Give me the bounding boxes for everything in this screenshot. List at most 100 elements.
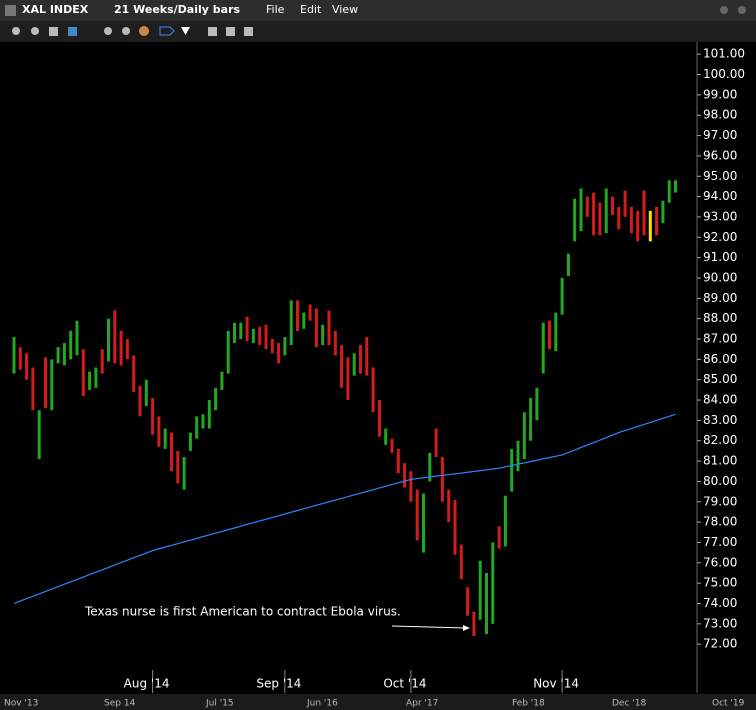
symbol[interactable]: XAL INDEX bbox=[22, 3, 89, 16]
price-bar bbox=[655, 206, 659, 236]
tool[interactable] bbox=[139, 26, 149, 36]
price-bar bbox=[340, 345, 344, 388]
menu-view[interactable]: View bbox=[332, 3, 358, 16]
price-bar bbox=[69, 330, 73, 360]
price-bar bbox=[560, 277, 564, 315]
price-bar bbox=[522, 412, 526, 460]
y-tick-label: 101.00 bbox=[703, 47, 745, 61]
price-bar bbox=[94, 367, 98, 388]
tool[interactable] bbox=[104, 27, 112, 35]
price-bar bbox=[44, 357, 47, 409]
price-bar bbox=[132, 355, 136, 392]
y-tick-label: 87.00 bbox=[703, 332, 737, 346]
y-tick-label: 72.00 bbox=[703, 637, 737, 651]
moving-average bbox=[13, 413, 676, 605]
price-bar bbox=[163, 428, 167, 449]
price-bar bbox=[289, 300, 293, 346]
price-bar bbox=[459, 544, 463, 580]
price-bar bbox=[182, 457, 186, 490]
tool[interactable] bbox=[181, 27, 190, 35]
price-bar bbox=[245, 316, 249, 342]
arrow-head bbox=[463, 625, 470, 631]
tool[interactable] bbox=[49, 27, 58, 36]
price-bar bbox=[510, 448, 514, 492]
y-tick-label: 97.00 bbox=[703, 128, 737, 142]
price-bar bbox=[333, 330, 337, 356]
price-bar bbox=[598, 202, 602, 236]
tool[interactable] bbox=[68, 27, 77, 36]
y-tick-label: 88.00 bbox=[703, 311, 737, 325]
settings-icon[interactable] bbox=[720, 6, 728, 14]
price-bar bbox=[251, 328, 255, 344]
price-bar bbox=[409, 471, 413, 502]
price-bar bbox=[270, 339, 274, 354]
price-bar bbox=[107, 318, 110, 362]
menu-file[interactable]: File bbox=[266, 3, 285, 16]
tool[interactable] bbox=[31, 27, 39, 35]
price-bar bbox=[434, 428, 438, 458]
annotation: Texas nurse is first American to contrac… bbox=[84, 605, 401, 619]
tool[interactable] bbox=[208, 27, 217, 36]
y-tick-label: 90.00 bbox=[703, 270, 737, 284]
price-bar bbox=[453, 499, 457, 555]
price-bar bbox=[384, 428, 388, 445]
price-bar bbox=[491, 542, 495, 624]
price-bar bbox=[573, 198, 577, 242]
price-bar bbox=[12, 336, 16, 374]
price-bar bbox=[466, 587, 470, 616]
navigator-label: Apr '17 bbox=[406, 699, 438, 709]
price-bar bbox=[327, 310, 331, 346]
price-bar bbox=[629, 206, 633, 234]
price-bar bbox=[428, 452, 432, 482]
price-bar bbox=[623, 190, 627, 217]
tool[interactable] bbox=[244, 27, 253, 36]
navigator-label: Oct '19 bbox=[712, 699, 745, 709]
price-bar bbox=[50, 359, 54, 411]
price-bar bbox=[485, 572, 488, 635]
price-bar bbox=[88, 371, 92, 390]
price-bar bbox=[62, 343, 66, 366]
price-bar bbox=[642, 190, 646, 236]
y-tick-label: 83.00 bbox=[703, 413, 737, 427]
price-bar bbox=[440, 457, 444, 502]
help-icon[interactable] bbox=[738, 6, 746, 14]
price-bar bbox=[390, 438, 394, 453]
price-bar bbox=[226, 330, 230, 374]
y-tick-label: 85.00 bbox=[703, 372, 737, 386]
price-bar bbox=[396, 448, 400, 474]
y-tick-label: 93.00 bbox=[703, 209, 737, 223]
price-bar bbox=[258, 326, 262, 346]
price-bar bbox=[151, 398, 155, 435]
period[interactable]: 21 Weeks/Daily bars bbox=[114, 3, 240, 16]
navigator-label: Sep 14 bbox=[104, 699, 136, 709]
link-icon[interactable] bbox=[5, 5, 16, 16]
price-bar bbox=[302, 312, 306, 329]
title-bar bbox=[0, 0, 756, 21]
price-bar bbox=[18, 347, 22, 370]
price-bar bbox=[648, 210, 652, 242]
navigator-label: Jul '15 bbox=[205, 699, 234, 709]
tool[interactable] bbox=[12, 27, 20, 35]
tool[interactable] bbox=[122, 27, 130, 35]
price-bar bbox=[170, 432, 173, 472]
y-tick-label: 77.00 bbox=[703, 535, 737, 549]
tool[interactable] bbox=[226, 27, 235, 36]
navigator-label: Jun '16 bbox=[306, 699, 338, 709]
price-bar bbox=[566, 253, 570, 276]
price-bar bbox=[365, 336, 369, 376]
navigator[interactable] bbox=[0, 694, 756, 710]
price-bar bbox=[56, 347, 60, 364]
x-tick-label: Aug '14 bbox=[124, 677, 170, 691]
price-bar bbox=[516, 440, 520, 472]
price-bar bbox=[503, 495, 507, 547]
price-bar bbox=[415, 489, 419, 541]
price-bar bbox=[592, 192, 596, 236]
price-bar bbox=[308, 304, 312, 321]
y-tick-label: 82.00 bbox=[703, 433, 737, 447]
y-tick-label: 73.00 bbox=[703, 616, 737, 630]
price-bar bbox=[296, 300, 299, 331]
menu-edit[interactable]: Edit bbox=[300, 3, 322, 16]
tool[interactable] bbox=[159, 26, 175, 36]
price-bar bbox=[100, 349, 104, 374]
